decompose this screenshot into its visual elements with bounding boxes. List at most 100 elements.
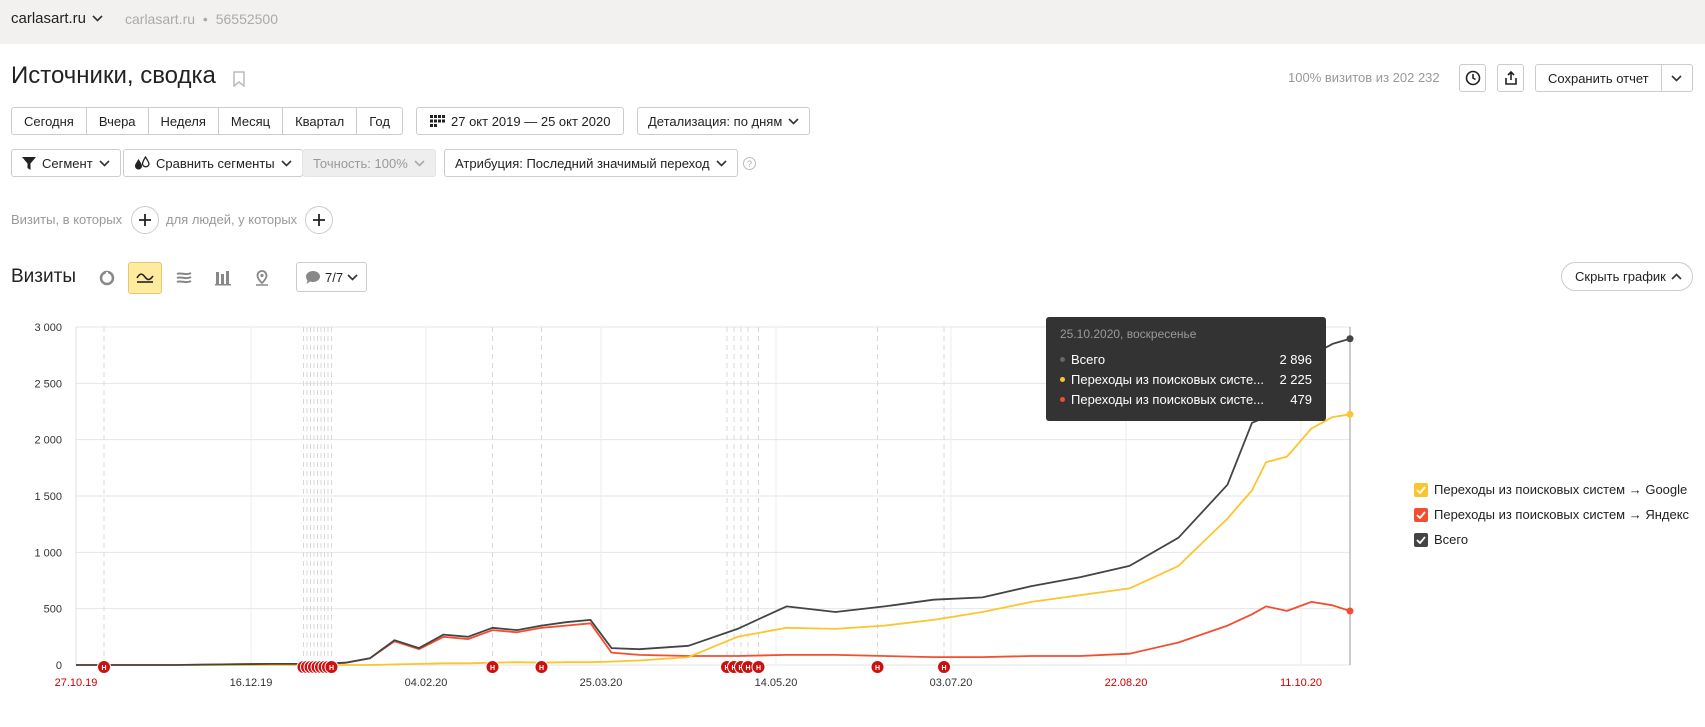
- legend-item-yandex[interactable]: Переходы из поисковых систем → Яндекс: [1414, 502, 1689, 527]
- hide-chart-button[interactable]: Скрыть график: [1561, 262, 1693, 291]
- note-marker: [534, 660, 549, 674]
- calendar-icon: [430, 115, 445, 127]
- accuracy-label: Точность: 100%: [313, 155, 408, 171]
- note-marker: [97, 660, 111, 674]
- legend-item-google[interactable]: Переходы из поисковых систем → Google: [1414, 477, 1689, 502]
- chart-legend: Переходы из поисковых систем → Google Пе…: [1414, 477, 1689, 552]
- share-icon: [1504, 70, 1517, 85]
- chevron-down-icon: [92, 15, 103, 22]
- chart-tooltip: 25.10.2020, воскресенье Всего 2 896 Пере…: [1046, 317, 1326, 421]
- note-marker-label: Н: [329, 665, 334, 672]
- tooltip-dot: [1060, 396, 1065, 402]
- chevron-down-icon: [716, 159, 727, 167]
- note-marker-label: Н: [941, 665, 946, 672]
- export-button[interactable]: [1497, 64, 1524, 92]
- y-tick-label: 2 500: [34, 378, 62, 390]
- tooltip-series-value: 2 896: [1279, 351, 1312, 367]
- map-view-button[interactable]: [245, 262, 279, 294]
- pie-chart-view-button[interactable]: [90, 262, 124, 294]
- notes-dropdown[interactable]: 7/7: [296, 262, 368, 292]
- attribution-dropdown[interactable]: Атрибуция: Последний значимый переход: [444, 149, 738, 177]
- period-today[interactable]: Сегодня: [12, 108, 87, 134]
- note-marker: [485, 660, 500, 674]
- note-marker-label: Н: [756, 665, 761, 672]
- page-title: Источники, сводка: [11, 62, 216, 89]
- tooltip-series-name: Переходы из поисковых систе...: [1071, 371, 1264, 387]
- chevron-down-icon: [347, 273, 358, 281]
- checkbox-checked-icon[interactable]: [1414, 532, 1428, 547]
- checkbox-checked-icon[interactable]: [1414, 482, 1428, 497]
- chart-title: Визиты: [11, 266, 76, 287]
- period-year[interactable]: Год: [369, 113, 390, 129]
- tooltip-series-name: Всего: [1071, 351, 1106, 367]
- legend-item-total[interactable]: Всего: [1414, 527, 1689, 552]
- y-tick-label: 1 000: [34, 547, 62, 559]
- y-tick-label: 3 000: [34, 322, 62, 334]
- series-line-google: [76, 413, 1351, 666]
- compare-segments-label: Сравнить сегменты: [156, 155, 275, 171]
- date-range-label: 27 окт 2019 — 25 окт 2020: [451, 113, 611, 129]
- period-selector: Сегодня Вчера Неделя Месяц Квартал Год: [11, 107, 403, 135]
- x-tick-label: 27.10.19: [55, 677, 98, 689]
- note-marker-label: Н: [738, 665, 743, 672]
- history-button[interactable]: [1459, 64, 1486, 92]
- note-marker-label: Н: [490, 665, 495, 672]
- legend-label: Всего: [1434, 532, 1469, 547]
- area-chart-icon: [176, 272, 192, 284]
- line-chart-view-button[interactable]: [128, 262, 162, 294]
- note-marker-label: Н: [731, 665, 736, 672]
- accuracy-dropdown[interactable]: Точность: 100%: [302, 149, 436, 177]
- site-selector[interactable]: carlasart.ru: [11, 10, 103, 27]
- clock-icon: [1465, 70, 1480, 86]
- drops-icon: [135, 156, 150, 170]
- bar-chart-view-button[interactable]: [206, 262, 240, 294]
- hide-chart-label: Скрыть график: [1575, 269, 1666, 284]
- tooltip-row: Переходы из поисковых систе... 2 225: [1060, 369, 1312, 389]
- series-end-point: [1346, 335, 1354, 343]
- tooltip-dot: [1060, 376, 1065, 382]
- help-icon[interactable]: ?: [743, 157, 756, 170]
- top-bar: carlasart.ru carlasart.ru • 56552500: [0, 0, 1705, 44]
- legend-label: Переходы из поисковых систем → Google: [1434, 482, 1688, 497]
- note-marker-label: Н: [745, 665, 750, 672]
- note-marker-label: Н: [101, 665, 106, 672]
- note-marker-label: Н: [875, 665, 880, 672]
- x-tick-label: 14.05.20: [755, 677, 798, 689]
- plus-icon: [313, 214, 325, 226]
- x-tick-label: 25.03.20: [580, 677, 623, 689]
- series-end-point: [1346, 607, 1354, 615]
- tooltip-row: Всего 2 896: [1060, 349, 1312, 369]
- bookmark-icon[interactable]: [233, 71, 245, 90]
- period-month[interactable]: Месяц: [219, 108, 284, 134]
- chevron-up-icon: [1671, 273, 1682, 280]
- note-marker: [937, 660, 951, 674]
- segment-button[interactable]: Сегмент: [11, 149, 121, 177]
- compare-segments-button[interactable]: Сравнить сегменты: [123, 149, 303, 177]
- period-week[interactable]: Неделя: [149, 108, 219, 134]
- date-range-picker[interactable]: 27 окт 2019 — 25 окт 2020: [416, 107, 625, 135]
- checkbox-checked-icon[interactable]: [1414, 507, 1428, 522]
- detail-dropdown[interactable]: Детализация: по дням: [637, 107, 811, 135]
- site-name: carlasart.ru: [11, 10, 87, 27]
- chevron-down-icon: [414, 159, 425, 167]
- period-quarter[interactable]: Квартал: [283, 108, 358, 134]
- save-report-button[interactable]: Сохранить отчет: [1535, 64, 1693, 92]
- note-marker-label: Н: [724, 665, 729, 672]
- x-tick-label: 03.07.20: [930, 677, 973, 689]
- area-chart-view-button[interactable]: [167, 262, 201, 294]
- counter-id: 56552500: [215, 11, 279, 27]
- attribution-label: Атрибуция: Последний значимый переход: [455, 155, 710, 171]
- tooltip-series-name: Переходы из поисковых систе...: [1071, 391, 1264, 407]
- add-visit-condition-button[interactable]: [131, 206, 159, 234]
- note-marker: [324, 660, 339, 674]
- period-yesterday[interactable]: Вчера: [87, 108, 149, 134]
- segment-label: Сегмент: [42, 155, 93, 171]
- save-options-toggle[interactable]: [1662, 65, 1692, 91]
- add-people-condition-button[interactable]: [305, 206, 333, 234]
- visits-filter-label: Визиты, в которых: [11, 212, 123, 227]
- tooltip-dot: [1060, 356, 1065, 362]
- tooltip-row: Переходы из поисковых систе... 479: [1060, 389, 1312, 409]
- plus-icon: [139, 214, 151, 226]
- comment-icon: [306, 270, 320, 284]
- map-pin-icon: [256, 270, 268, 286]
